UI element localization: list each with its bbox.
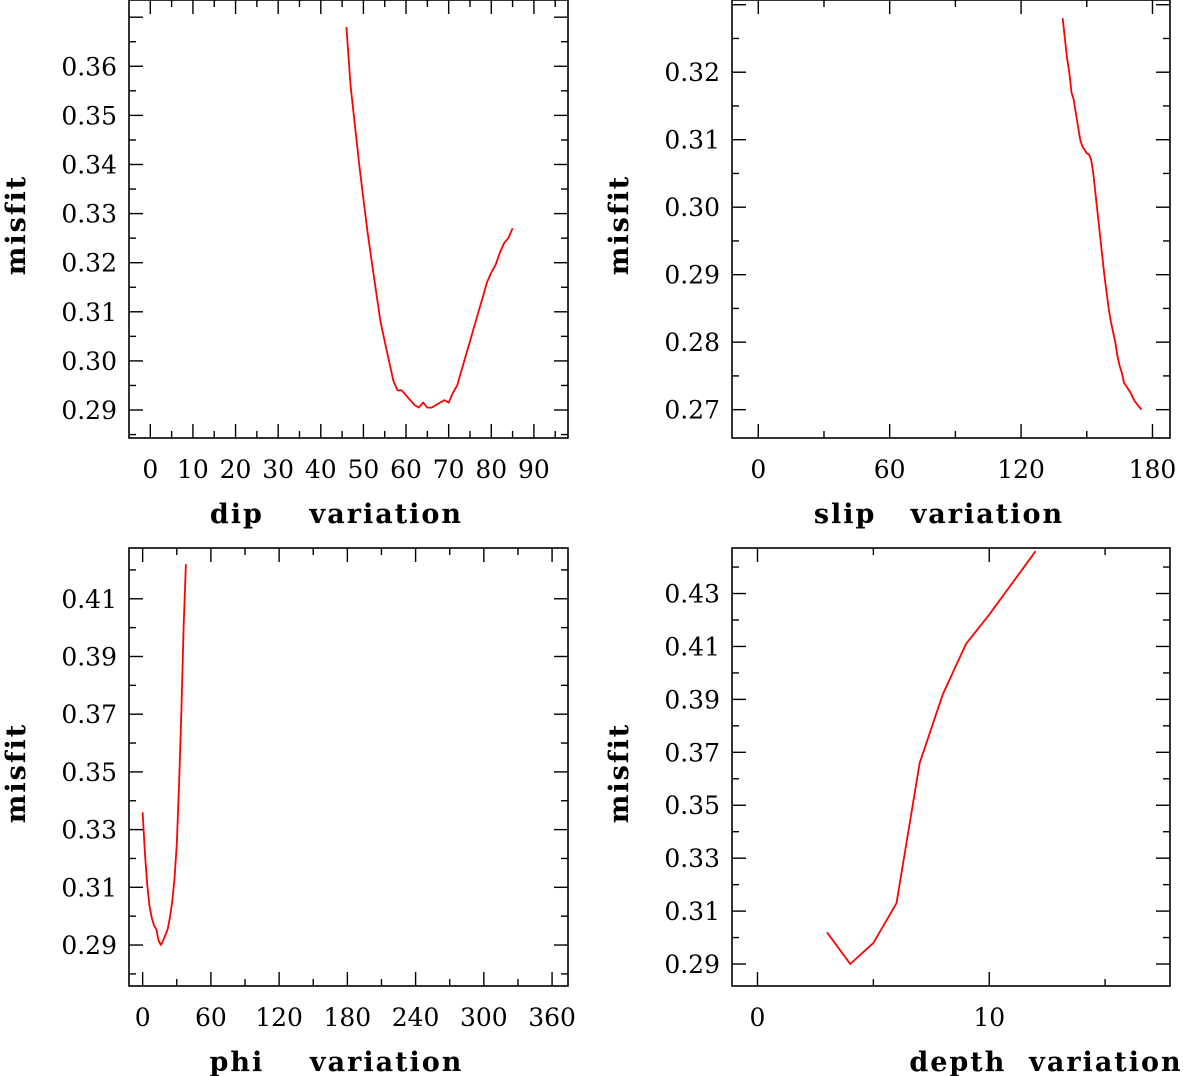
y-tick-label: 0.33	[664, 844, 720, 873]
chart-panel-4: 0 10 0.29 0.31 0.33 0.35 0.37 0.39 0.41 0.43 depth…	[604, 547, 1182, 1076]
y-tick-label: 0.31	[664, 126, 720, 155]
y-tick-label: 0.33	[61, 816, 117, 845]
x-tick-label: 300	[460, 1003, 508, 1032]
y-tick-label: 0.27	[664, 396, 720, 425]
x-tick-label: 60	[874, 455, 906, 484]
x-tick-label: 20	[220, 455, 252, 484]
x-tick-label: 60	[195, 1003, 227, 1032]
x-tick-label: 240	[392, 1003, 440, 1032]
x-tick-label: 10	[973, 1003, 1005, 1032]
y-tick-label: 0.41	[664, 632, 720, 661]
x-axis-label: phi variation	[210, 1047, 464, 1076]
x-axis-label: slip variation	[814, 499, 1064, 530]
y-tick-label: 0.39	[664, 685, 720, 714]
x-axis-label: depth variation	[909, 1047, 1182, 1076]
x-tick-label: 0	[750, 1003, 766, 1032]
y-tick-label: 0.37	[664, 738, 720, 767]
y-tick-label: 0.30	[61, 347, 117, 376]
x-tick-label: 0	[142, 455, 158, 484]
x-tick-label: 40	[305, 455, 337, 484]
y-tick-label: 0.34	[61, 150, 117, 179]
y-axis-label: misfit	[604, 723, 635, 823]
y-tick-label: 0.37	[61, 700, 117, 729]
y-tick-label: 0.29	[664, 261, 720, 290]
x-tick-label: 90	[518, 455, 550, 484]
x-tick-label: 80	[475, 455, 507, 484]
x-tick-label: 360	[528, 1003, 576, 1032]
x-tick-label: 0	[750, 455, 766, 484]
y-tick-label: 0.33	[61, 200, 117, 229]
x-tick-label: 120	[255, 1003, 303, 1032]
plot-frame	[128, 0, 569, 439]
y-axis-label: misfit	[1, 175, 32, 275]
y-tick-label: 0.29	[664, 950, 720, 979]
y-tick-label: 0.29	[61, 396, 117, 425]
plot-frame	[731, 0, 1171, 439]
chart-panel-2: 0 60 120 180 0.27 0.28 0.29 0.30 0.31 0.32 slip va…	[604, 0, 1176, 530]
y-tick-label: 0.35	[664, 791, 720, 820]
y-tick-label: 0.31	[664, 897, 720, 926]
y-tick-label: 0.32	[61, 249, 117, 278]
y-tick-label: 0.35	[61, 101, 117, 130]
y-tick-label: 0.30	[664, 193, 720, 222]
x-tick-label: 180	[1129, 455, 1177, 484]
y-tick-label: 0.32	[664, 58, 720, 87]
x-tick-label: 50	[348, 455, 380, 484]
x-axis-label: dip variation	[210, 499, 463, 530]
x-tick-label: 60	[390, 455, 422, 484]
series-line	[345, 26, 514, 409]
x-tick-label: 70	[433, 455, 465, 484]
y-axis-label: misfit	[604, 175, 635, 275]
x-tick-label: 10	[177, 455, 209, 484]
y-axis-label: misfit	[1, 723, 32, 823]
plot-frame	[731, 547, 1171, 987]
chart-panel-3: 0 60 120 180 240 300 360 0.29 0.31 0.33 0.35 0.37 0.…	[1, 547, 576, 1076]
series-line	[826, 550, 1037, 965]
y-tick-label: 0.28	[664, 328, 720, 357]
y-tick-label: 0.31	[61, 298, 117, 327]
y-tick-label: 0.35	[61, 758, 117, 787]
y-tick-label: 0.43	[664, 580, 720, 609]
x-tick-label: 30	[262, 455, 294, 484]
plot-frame	[128, 547, 569, 987]
x-tick-label: 180	[324, 1003, 372, 1032]
y-tick-label: 0.36	[61, 52, 117, 81]
series-line	[1061, 18, 1143, 411]
y-tick-label: 0.31	[61, 873, 117, 902]
x-tick-label: 0	[135, 1003, 151, 1032]
y-tick-label: 0.41	[61, 585, 117, 614]
series-line	[141, 564, 187, 946]
chart-panel-1: 0 10 20 30 40 50 60 70 80 90 0.29 0.30 0.31 0.32 0.33 0…	[1, 0, 569, 530]
y-tick-label: 0.29	[61, 931, 117, 960]
x-tick-label: 120	[997, 455, 1045, 484]
y-tick-label: 0.39	[61, 642, 117, 671]
